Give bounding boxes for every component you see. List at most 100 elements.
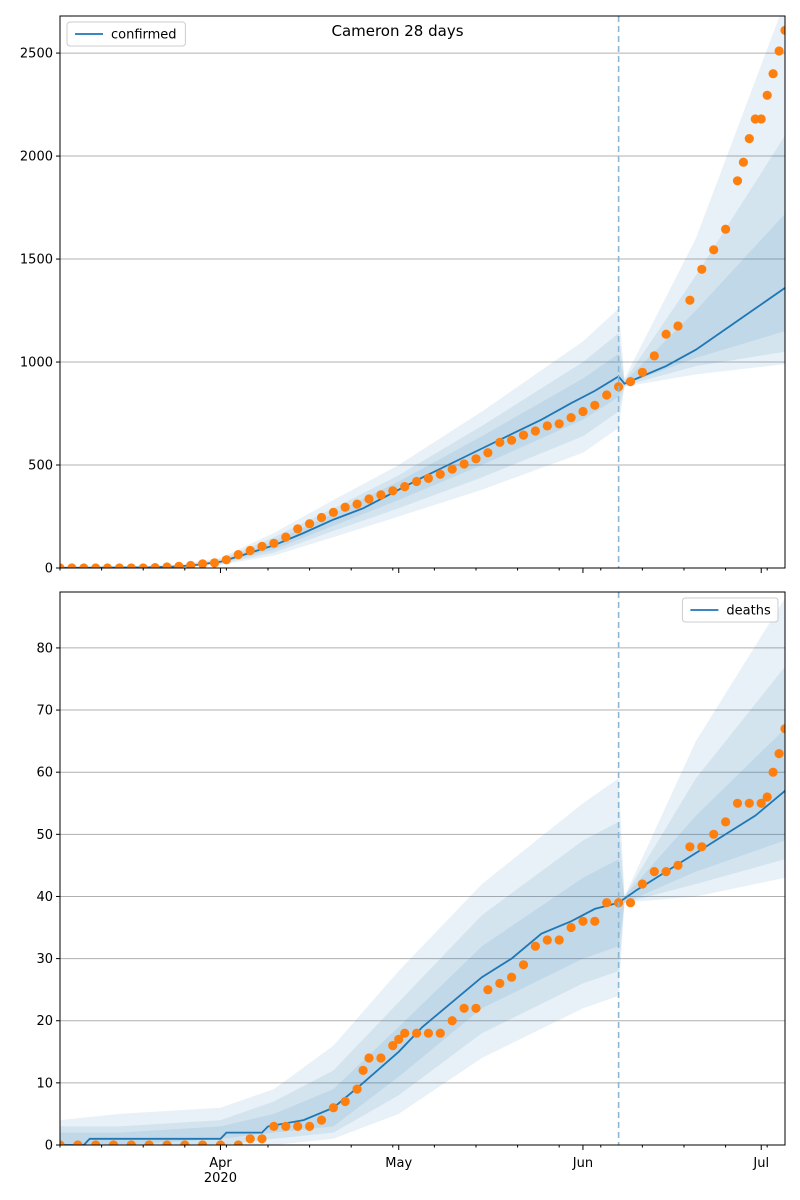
data-point — [602, 898, 612, 908]
confidence-band — [60, 666, 785, 1145]
data-point — [673, 860, 683, 871]
data-point — [447, 1016, 457, 1026]
data-point — [198, 559, 208, 568]
plot-frame — [59, 591, 786, 1146]
data-point — [673, 321, 683, 331]
y-tick-label: 20 — [36, 1014, 53, 1029]
data-point — [423, 473, 433, 483]
data-point — [138, 563, 148, 568]
y-tick-label: 1500 — [20, 253, 53, 268]
data-point — [245, 545, 255, 556]
legend-label: confirmed — [111, 28, 177, 43]
data-point — [554, 935, 564, 945]
x-tick-label: Jul — [752, 1156, 769, 1171]
data-point — [412, 476, 422, 487]
data-point — [73, 1140, 83, 1145]
data-point — [180, 1140, 190, 1145]
data-point — [364, 494, 374, 504]
data-point — [459, 459, 469, 469]
data-point — [762, 90, 772, 100]
data-point — [697, 264, 707, 274]
data-point — [507, 972, 517, 982]
y-tick-label: 40 — [36, 890, 53, 905]
data-point — [114, 563, 124, 568]
confidence-band — [60, 598, 785, 1145]
data-point — [566, 922, 576, 933]
series-line-confirmed — [60, 287, 785, 568]
data-point — [316, 512, 327, 523]
plot-area — [60, 598, 785, 1145]
data-point — [102, 563, 113, 568]
data-point — [732, 176, 743, 186]
data-point — [661, 329, 671, 339]
legend: deaths — [681, 597, 779, 623]
data-point — [554, 419, 564, 429]
plot-area — [60, 16, 785, 568]
data-point — [269, 538, 279, 548]
y-tick-label: 2500 — [20, 47, 53, 62]
data-point — [685, 295, 695, 305]
data-point — [762, 792, 772, 802]
data-point — [780, 25, 785, 35]
data-point — [530, 941, 541, 951]
data-point — [233, 550, 243, 560]
data-point — [649, 867, 659, 877]
x-tick-label: Jun — [572, 1156, 593, 1171]
data-point — [768, 767, 778, 777]
legend: confirmed — [66, 21, 186, 47]
data-point — [661, 867, 671, 877]
confirmed-panel: 0 500 1000 1500 2000 2500 Cameron 28 days confi… — [20, 15, 786, 577]
y-tick-label: 0 — [45, 1139, 53, 1154]
legend-box — [66, 21, 186, 47]
data-point — [495, 978, 505, 989]
data-point — [108, 1140, 119, 1145]
y-tick-label: 0 — [45, 562, 53, 577]
data-point — [269, 1121, 279, 1131]
data-point — [305, 1121, 315, 1131]
data-point — [340, 1096, 350, 1107]
data-point — [67, 563, 77, 568]
data-point — [590, 916, 600, 926]
data-point — [685, 842, 695, 852]
data-point — [198, 1140, 208, 1145]
data-point — [744, 798, 754, 808]
x-tick-label: May — [385, 1156, 412, 1171]
data-point — [774, 46, 784, 56]
plot-frame — [59, 15, 786, 569]
data-point — [637, 367, 648, 377]
data-point — [774, 749, 784, 759]
data-point — [709, 829, 719, 839]
data-point — [542, 421, 552, 431]
legend-box — [681, 597, 779, 623]
data-point — [721, 817, 731, 827]
data-point — [293, 524, 303, 534]
data-point — [215, 1140, 226, 1145]
confidence-band — [60, 16, 785, 568]
data-point — [328, 507, 338, 517]
data-point — [352, 499, 362, 509]
data-point — [60, 1140, 65, 1145]
data-point — [144, 1140, 154, 1145]
data-point — [744, 134, 754, 144]
data-point — [756, 114, 766, 124]
data-point — [495, 437, 505, 447]
data-point — [174, 561, 184, 568]
data-point — [738, 157, 749, 167]
data-point — [91, 1140, 101, 1145]
data-point — [602, 390, 612, 400]
data-point — [364, 1053, 374, 1063]
data-point — [388, 1041, 398, 1051]
y-tick-label: 500 — [28, 459, 53, 474]
legend-label: deaths — [726, 604, 771, 619]
x-tick-label: Apr — [209, 1156, 232, 1171]
data-point — [483, 985, 493, 995]
data-point — [625, 377, 636, 387]
data-point — [352, 1084, 362, 1094]
data-point — [233, 1140, 243, 1145]
data-point — [471, 1003, 481, 1013]
y-tick-label: 80 — [36, 641, 53, 656]
data-point — [459, 1003, 469, 1013]
data-point — [186, 560, 196, 568]
data-point — [293, 1121, 303, 1131]
